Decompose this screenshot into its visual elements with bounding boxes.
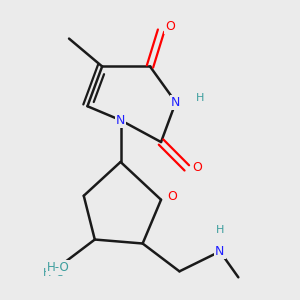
Text: N: N <box>171 96 181 109</box>
Text: O: O <box>192 161 202 174</box>
Text: N: N <box>215 245 225 258</box>
Text: H–O: H–O <box>43 268 66 278</box>
Text: O: O <box>165 20 175 33</box>
Text: H: H <box>216 225 224 235</box>
Text: H-O: H-O <box>46 261 69 274</box>
Text: N: N <box>116 114 125 127</box>
Text: O: O <box>167 190 177 203</box>
Text: H: H <box>196 93 204 103</box>
